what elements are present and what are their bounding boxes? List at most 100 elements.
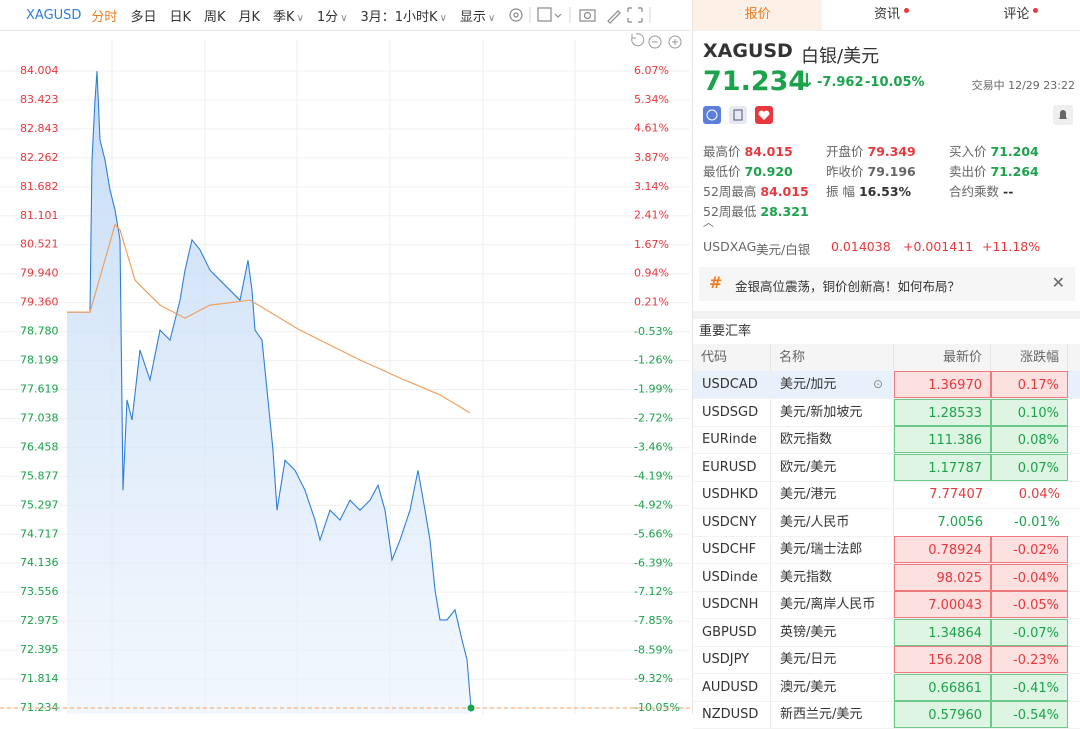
table-row[interactable]: USDCAD 美元/加元 1.36970 0.17% ⊙: [693, 371, 1080, 399]
y2-tick-label: -4.92%: [634, 498, 673, 511]
code-cell: GBPUSD: [693, 618, 771, 646]
quote-name: 白银/美元: [801, 46, 880, 67]
news-banner[interactable]: # 金银高位震荡，铜价创新高！如何布局？ ✕: [699, 267, 1075, 301]
stat-label: 52周最低: [703, 204, 757, 219]
y-tick-label: 72.395: [20, 643, 59, 656]
table-row[interactable]: USDCNY 美元/人民币 7.0056 -0.01%: [693, 508, 1080, 537]
y-tick-label: 82.843: [20, 122, 59, 135]
table-row[interactable]: EURUSD 欧元/美元 1.17787 0.07%: [693, 453, 1080, 482]
table-row[interactable]: USDSGD 美元/新加坡元 1.28533 0.10%: [693, 398, 1080, 427]
y2-tick-label: 5.34%: [634, 93, 669, 106]
series-line: [67, 71, 472, 709]
stat: 振 幅 16.53%: [826, 181, 911, 200]
y2-tick-label: -5.66%: [634, 528, 673, 541]
toolbar-tab[interactable]: 月K: [238, 9, 261, 25]
toolbar-tab[interactable]: 季K: [273, 6, 304, 25]
y-tick-label: 71.234: [20, 701, 59, 714]
code-cell: USDJPY: [693, 646, 771, 673]
panel-tab-label[interactable]: 评论: [1003, 7, 1030, 22]
stat-label: 合约乘数: [949, 184, 1000, 199]
quote-icons[interactable]: [703, 106, 783, 126]
y2-tick-label: -8.59%: [634, 643, 673, 656]
stat-value: 84.015: [760, 184, 809, 199]
stat-label: 买入价: [949, 144, 987, 159]
toolbar-tab[interactable]: 多日: [130, 9, 157, 25]
watch-icon[interactable]: ⊙: [873, 377, 884, 391]
y-tick-label: 76.458: [20, 440, 59, 453]
y-tick-label: 78.199: [20, 354, 59, 367]
stat: 合约乘数 --: [949, 181, 1013, 200]
name-cell: 美元/日元: [771, 646, 894, 673]
related-code[interactable]: USDXAG: [703, 239, 757, 254]
quote-symbol: XAGUSD: [703, 40, 793, 62]
table-header: 代码 名称 最新价 涨跌幅: [693, 344, 1080, 371]
stat: 开盘价 79.349: [826, 141, 916, 160]
y2-tick-label: -10.05%: [634, 701, 680, 714]
name-cell: 美元/瑞士法郎: [771, 536, 894, 563]
section-title: 重要汇率: [699, 324, 752, 339]
toolbar-tab[interactable]: 分时: [91, 9, 118, 25]
y2-tick-label: 2.41%: [634, 209, 669, 222]
panel-tab-label[interactable]: 报价: [744, 7, 771, 22]
table-row[interactable]: USDJPY 美元/日元 156.208 -0.23%: [693, 646, 1080, 674]
pct-cell: -0.23%: [991, 646, 1068, 673]
y-tick-label: 80.521: [20, 238, 59, 251]
price-cell: 7.77407: [929, 487, 983, 502]
y2-tick-label: -7.12%: [634, 585, 673, 598]
page: 84.004 83.423 82.843 82.262 81.682 81.101 80.5…: [0, 0, 1080, 714]
table-row[interactable]: USDinde 美元指数 98.025 -0.04%: [693, 563, 1080, 592]
pct-cell: 0.07%: [991, 453, 1068, 481]
toolbar-tab[interactable]: 显示: [460, 6, 495, 25]
toolbar-tab[interactable]: 1分: [317, 6, 348, 25]
related-price: 0.014038: [831, 239, 891, 254]
pct-cell: 0.04%: [1018, 487, 1060, 502]
quote-change-pct: -10.05%: [865, 75, 925, 90]
table-row[interactable]: GBPUSD 英镑/美元 1.34864 -0.07%: [693, 618, 1080, 647]
y2-tick-label: -6.39%: [634, 556, 673, 569]
alert-icon[interactable]: [1053, 105, 1073, 125]
y-tick-label: 77.038: [20, 411, 59, 424]
banner-close[interactable]: ✕: [1051, 273, 1065, 292]
y-tick-label: 79.940: [20, 267, 59, 280]
table-row[interactable]: AUDUSD 澳元/美元 0.66861 -0.41%: [693, 673, 1080, 702]
name-cell: 美元/港元: [771, 481, 894, 508]
table-row[interactable]: USDHKD 美元/港元 7.77407 0.04%: [693, 481, 1080, 509]
panel-tab[interactable]: 资讯: [822, 0, 951, 30]
pct-cell: -0.01%: [1014, 514, 1060, 530]
name-cell: 欧元/美元: [771, 453, 894, 481]
related-change: +0.001411: [903, 239, 974, 254]
price-cell: 98.025: [894, 563, 991, 591]
y-tick-label: 79.360: [20, 296, 59, 309]
stat-value: 71.264: [990, 164, 1039, 179]
y2-tick-label: -0.53%: [634, 325, 673, 338]
panel-tab[interactable]: 评论: [952, 0, 1080, 30]
code-cell: USDCAD: [693, 371, 771, 398]
toolbar-tab[interactable]: 3月：1小时K: [361, 6, 447, 25]
table-row[interactable]: USDCNH 美元/离岸人民币 7.00043 -0.05%: [693, 591, 1080, 619]
toolbar-tab[interactable]: 日K: [169, 9, 191, 25]
related-pct: +11.18%: [982, 239, 1041, 254]
toolbar-symbol[interactable]: XAGUSD: [26, 7, 82, 23]
quote-price: 71.234: [703, 66, 808, 97]
table-row[interactable]: EURinde 欧元指数 111.386 0.08%: [693, 426, 1080, 454]
panel-tab-label[interactable]: 资讯: [873, 7, 900, 22]
chart: 84.004 83.423 82.843 82.262 81.682 81.101 80.5…: [0, 33, 690, 714]
y-tick-label: 75.297: [20, 498, 59, 511]
pct-cell: -0.05%: [991, 591, 1068, 618]
code-cell: EURUSD: [693, 453, 771, 481]
stat-value: 16.53%: [858, 184, 912, 199]
panel-tab[interactable]: 报价: [693, 0, 823, 30]
price-cell: 0.57960: [894, 701, 991, 728]
table-row[interactable]: USDCHF 美元/瑞士法郎 0.78924 -0.02%: [693, 536, 1080, 564]
y2-tick-label: -1.26%: [634, 354, 673, 367]
related-name: 美元/白银: [756, 242, 811, 257]
expand-caret[interactable]: ︿: [703, 216, 714, 229]
name-cell: 欧元指数: [771, 426, 894, 453]
toolbar-tab[interactable]: 周K: [203, 9, 226, 25]
name-cell: 美元指数: [771, 563, 894, 591]
chart-controls[interactable]: [631, 33, 682, 49]
separator: [693, 311, 1080, 319]
toolbar-icons[interactable]: [508, 5, 658, 25]
table-row[interactable]: NZDUSD 新西兰元/美元 0.57960 -0.54%: [693, 701, 1080, 729]
